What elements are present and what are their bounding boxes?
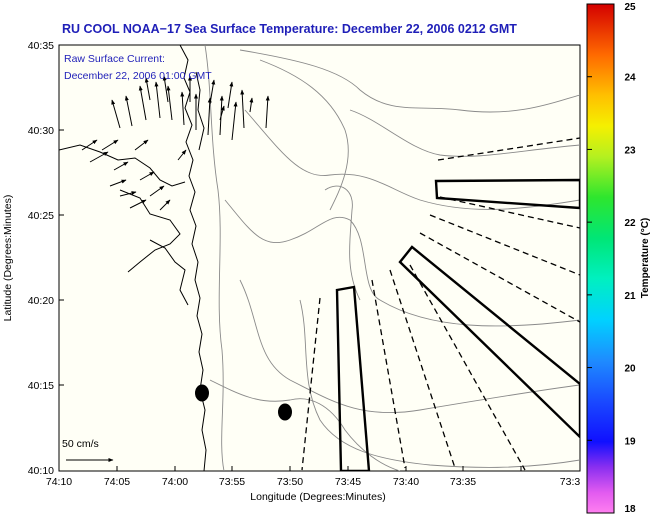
station-marker [278, 403, 292, 421]
colorbar-ticks: 25 24 23 22 21 20 19 18 [587, 2, 636, 515]
y-tick-label: 40:15 [28, 380, 54, 392]
y-axis-label: Latitude (Degrees:Minutes) [2, 195, 14, 322]
x-tick-label: 73:55 [219, 476, 245, 488]
colorbar-tick-label: 23 [624, 145, 636, 156]
x-axis: 74:10 74:05 74:00 73:55 73:50 73:45 73:4… [46, 466, 581, 503]
colorbar-gradient [586, 3, 615, 514]
y-tick-label: 40:25 [28, 210, 54, 222]
current-source-label: Raw Surface Current: [64, 53, 165, 65]
colorbar-tick-label: 25 [624, 2, 636, 13]
colorbar-tick-label: 21 [624, 291, 636, 302]
colorbar-tick-label: 19 [624, 436, 636, 447]
x-axis-label: Longitude (Degrees:Minutes) [250, 491, 385, 503]
colorbar-tick-label: 18 [624, 504, 636, 515]
coastline [59, 45, 207, 471]
navesink-river [149, 239, 189, 306]
surface-current-vectors [81, 75, 270, 211]
y-axis: 40:35 40:30 40:25 40:20 40:15 40:10 Lati… [2, 40, 64, 477]
x-tick-label: 74:05 [104, 476, 130, 488]
station-marker [195, 384, 209, 402]
x-tick-label: 73:3 [560, 476, 581, 488]
colorbar-label: Temperature (°C) [640, 218, 651, 299]
map-title: RU COOL NOAA−17 Sea Surface Temperature:… [62, 22, 517, 36]
x-tick-label: 73:50 [277, 476, 303, 488]
x-tick-label: 73:40 [393, 476, 419, 488]
colorbar-tick-label: 22 [624, 218, 636, 229]
x-tick-label: 73:45 [335, 476, 361, 488]
sandy-hook [195, 71, 205, 151]
y-tick-label: 40:35 [28, 40, 54, 52]
scale-label: 50 cm/s [62, 438, 99, 450]
y-tick-label: 40:30 [28, 125, 54, 137]
current-timestamp-label: December 22, 2006 01:00 GMT [64, 70, 212, 82]
temperature-colorbar: 25 24 23 22 21 20 19 18 Temperature (°C) [586, 2, 651, 515]
y-tick-label: 40:10 [28, 465, 54, 477]
y-tick-label: 40:20 [28, 295, 54, 307]
radar-range-lines [301, 137, 580, 471]
x-tick-label: 74:10 [46, 476, 72, 488]
study-area-boxes [335, 178, 580, 471]
x-tick-label: 73:35 [450, 476, 476, 488]
colorbar-tick-label: 20 [624, 364, 636, 375]
x-tick-label: 74:00 [162, 476, 188, 488]
colorbar-tick-label: 24 [624, 73, 636, 84]
